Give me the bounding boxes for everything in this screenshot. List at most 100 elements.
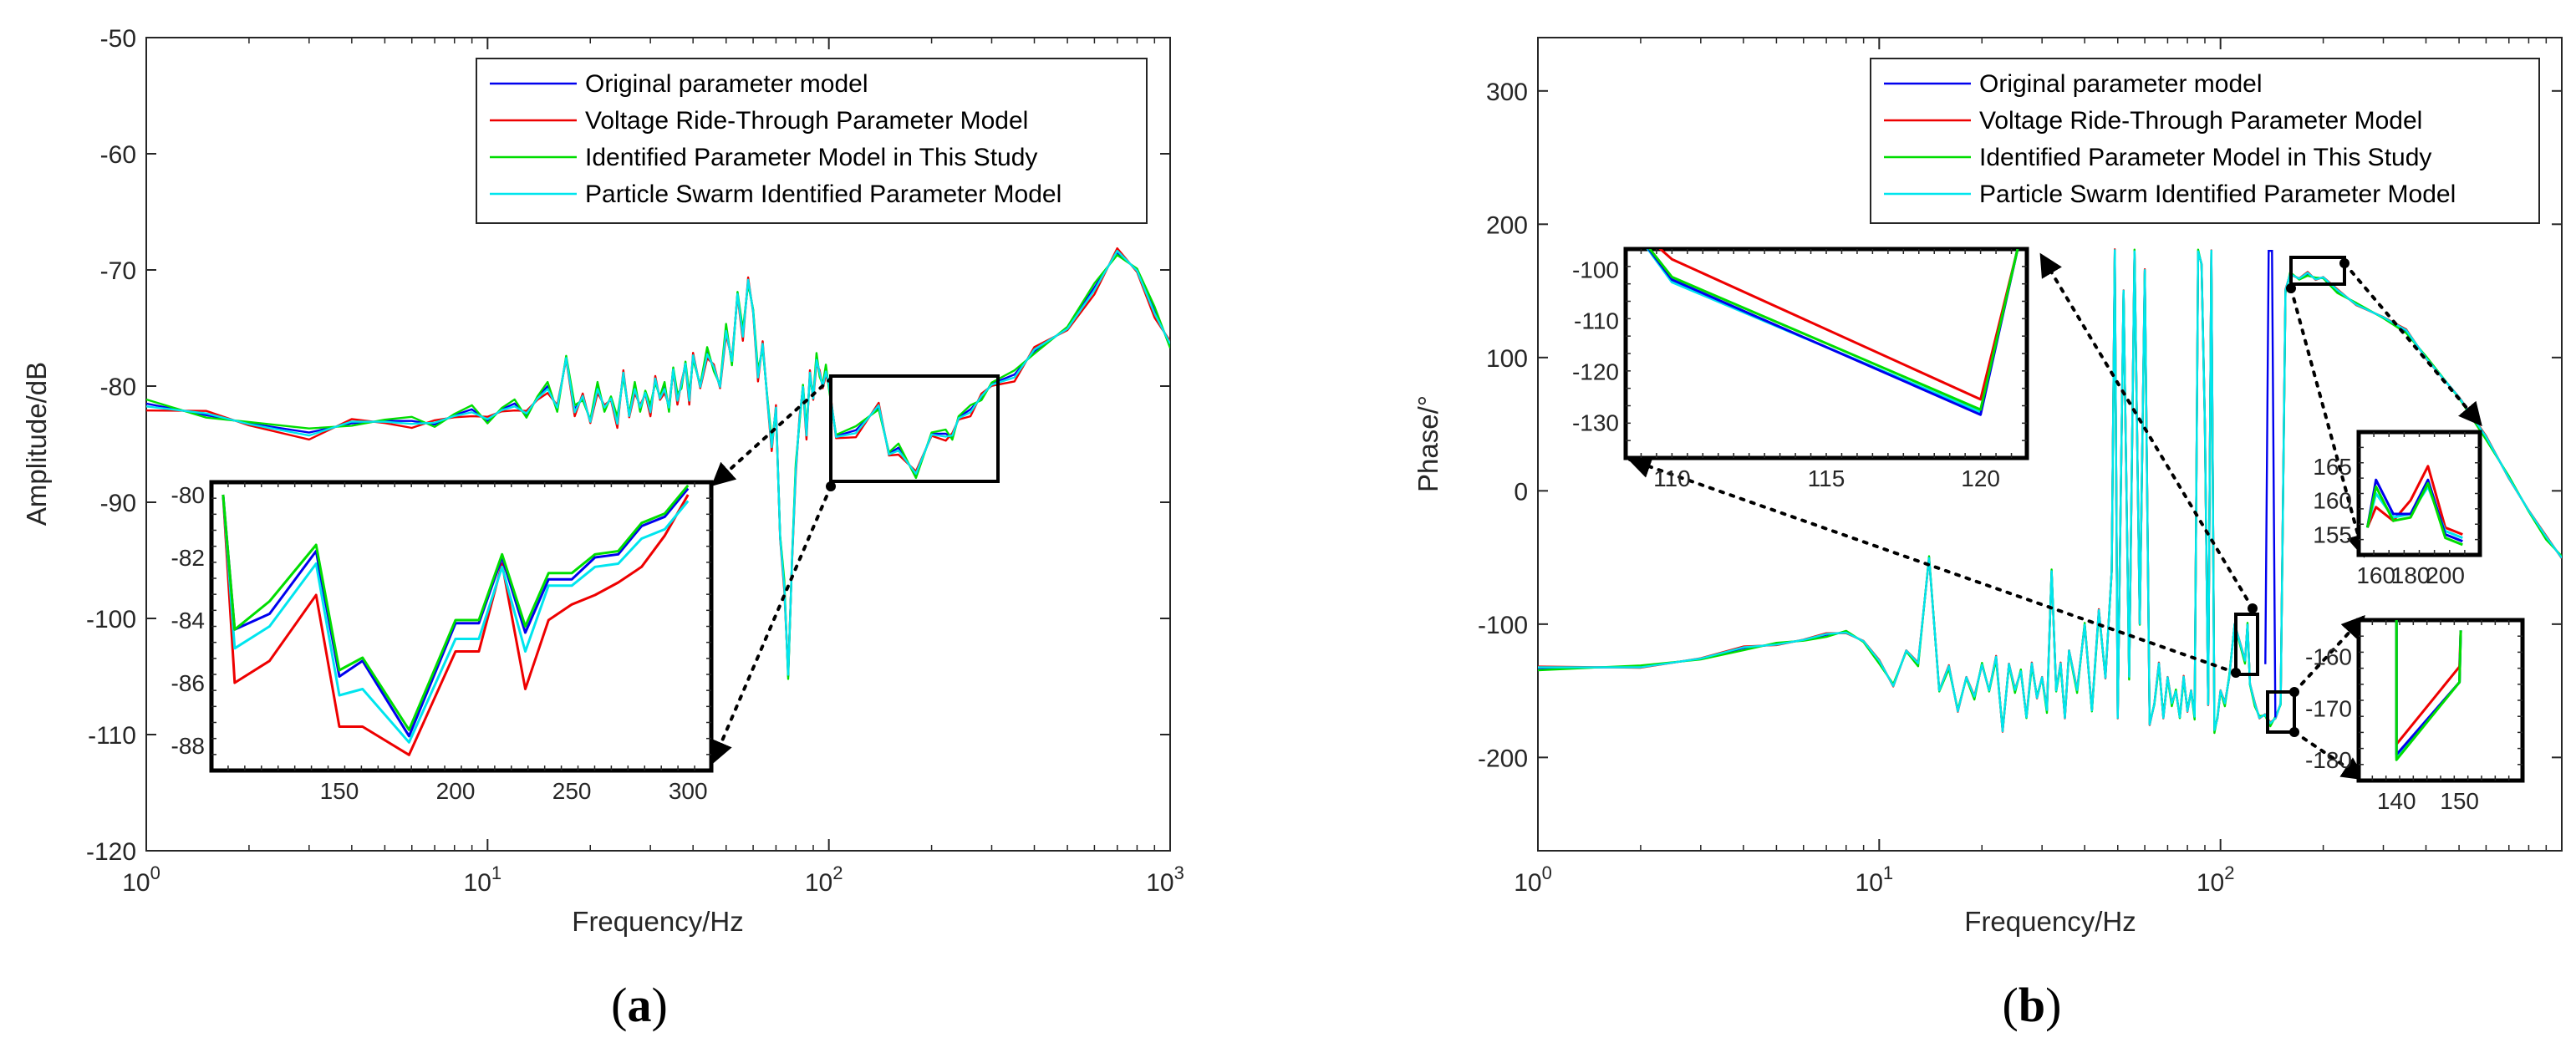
y-axis-label-a: Amplitude/dB (21, 362, 52, 526)
zoom-arrow-b1-top (2039, 252, 2254, 610)
inset-series-identified (221, 484, 690, 731)
inset-series-pso (221, 494, 690, 744)
inset-x-tick-label: 120 (1961, 465, 2000, 491)
x-tick-label: 100 (1514, 862, 1552, 897)
inset-y-tick-label: -110 (1574, 308, 1619, 333)
zoom-box-b3 (2266, 690, 2296, 734)
x-tick-label: 100 (122, 862, 160, 897)
y-tick-label: -120 (86, 838, 136, 866)
inset-y-tick-label: -130 (1572, 409, 1619, 435)
legend-label-vrt: Voltage Ride-Through Parameter Model (585, 107, 1028, 135)
x-tick-label: 103 (1146, 862, 1184, 897)
x-tick-label: 101 (1856, 862, 1894, 897)
y-tick-label: -50 (100, 25, 136, 53)
y-tick-label: -90 (100, 490, 136, 517)
inset-x-tick-label: 200 (436, 778, 476, 804)
legend-label-vrt: Voltage Ride-Through Parameter Model (1979, 107, 2422, 135)
inset-b3-frame (2356, 618, 2525, 783)
zoom-box-b2 (2289, 256, 2346, 286)
legend-label-original: Original parameter model (585, 70, 868, 98)
legend-label-original: Original parameter model (1979, 70, 2262, 98)
inset-a-y-tick-labels: -80 -82 -84 -86 -88 (171, 482, 205, 759)
inset-y-tick-label: -80 (171, 482, 205, 508)
y-axis-label-b: Phase/° (1413, 395, 1443, 492)
inset-series-identified (2365, 481, 2463, 547)
y-tick-label: -100 (1478, 612, 1528, 639)
legend-label-pso: Particle Swarm Identified Parameter Mode… (585, 181, 1061, 208)
inset-y-tick-label: -84 (171, 608, 205, 633)
x-axis-label-a: Frequency/Hz (572, 906, 743, 937)
chart-b: 300 200 100 0 -100 -200 100 101 102 Frequency/H… (1413, 37, 2563, 937)
inset-series-identified (1648, 249, 2019, 411)
zoom-arrow-b1-bottom (1627, 455, 2237, 674)
legend-label-pso: Particle Swarm Identified Parameter Mode… (1979, 181, 2456, 208)
inset-y-tick-label: -86 (171, 670, 205, 696)
inset-x-tick-label: 150 (2440, 788, 2479, 814)
zoom-box-b1 (2234, 613, 2259, 676)
zoom-arrow-b3-top (2293, 614, 2365, 694)
panel-label-a: (a) (611, 978, 668, 1032)
inset-y-tick-label: -170 (2305, 695, 2352, 721)
x-tick-label: 102 (805, 862, 843, 897)
zoom-arrow-b2-left (2289, 287, 2370, 558)
inset-b3: -160 -170 -180 140 150 (2305, 618, 2525, 814)
zoom-arrow-a-bottom (710, 485, 832, 765)
zoom-anchor-b3-top (2289, 687, 2299, 697)
zoom-anchor-b1 (2231, 668, 2241, 678)
inset-x-tick-label: 115 (1808, 465, 1845, 491)
inset-x-tick-label: 200 (2426, 562, 2465, 588)
series-lines-b (1538, 248, 2562, 735)
series-line-pso (146, 249, 1170, 676)
zoom-anchor-b2-top (2339, 258, 2349, 268)
inset-y-tick-label: 165 (2313, 454, 2352, 480)
inset-a-x-tick-labels: 150 200 250 300 (320, 778, 708, 804)
zoom-arrow-b3-bottom (2293, 730, 2366, 781)
series-lines-a (146, 247, 1170, 680)
x-tick-labels-a: 100 101 102 103 (122, 862, 1184, 897)
legend-b-box (1870, 58, 2540, 224)
legend-b: Original parameter model Voltage Ride-Thr… (1870, 58, 2540, 224)
inset-x-tick-label: 140 (2377, 788, 2416, 814)
inset-y-tick-label: -180 (2305, 747, 2352, 773)
legend-label-identified: Identified Parameter Model in This Study (585, 144, 1037, 171)
legend-label-identified: Identified Parameter Model in This Study (1979, 144, 2431, 171)
chart-a: -50 -60 -70 -80 -90 -100 -110 -120 100 101 102 103… (21, 25, 1184, 937)
series-line-pso (1538, 249, 2562, 733)
inset-series-vrt (221, 494, 690, 756)
inset-x-tick-label: 250 (552, 778, 592, 804)
y-tick-label: -100 (86, 606, 136, 633)
axis-ticks-a (145, 37, 1171, 852)
inset-x-tick-label: 180 (2391, 562, 2431, 588)
series-spike-original (2264, 250, 2277, 718)
y-tick-label: 100 (1486, 345, 1528, 373)
inset-x-tick-label: 300 (669, 778, 708, 804)
inset-x-tick-label: 160 (2356, 562, 2395, 588)
x-axis-label-b: Frequency/Hz (1964, 906, 2136, 937)
inset-y-tick-label: 155 (2313, 522, 2352, 548)
y-tick-label: -60 (100, 141, 136, 169)
y-tick-label: 300 (1486, 79, 1528, 106)
inset-b1: -100 -110 -120 -130 110 115 120 (1572, 247, 2029, 491)
zoom-anchor-a (826, 481, 836, 491)
panel-label-b: (b) (2003, 978, 2062, 1032)
legend-a-box (476, 58, 1148, 224)
legend-a: Original parameter model Voltage Ride-Thr… (476, 58, 1148, 224)
inset-b1-frame (1623, 247, 2029, 460)
zoom-arrow-b2-right (2343, 262, 2482, 427)
inset-x-tick-label: 150 (320, 778, 359, 804)
inset-a: -80 -82 -84 -86 -88 150 200 250 300 (171, 480, 714, 804)
zoom-box-a (829, 374, 1000, 483)
axis-ticks-b (1537, 38, 2562, 851)
inset-a-frame (209, 480, 714, 773)
y-tick-label: -200 (1478, 745, 1528, 772)
zoom-anchor-b2 (2286, 283, 2296, 293)
inset-y-tick-label: -100 (1572, 257, 1619, 282)
inset-a-ticks (211, 482, 711, 771)
inset-y-tick-label: -82 (171, 545, 205, 571)
x-tick-labels-b: 100 101 102 (1514, 862, 2234, 897)
inset-a-lines (221, 484, 690, 756)
zoom-anchor-b1-top (2248, 603, 2258, 613)
y-tick-label: -70 (100, 257, 136, 285)
